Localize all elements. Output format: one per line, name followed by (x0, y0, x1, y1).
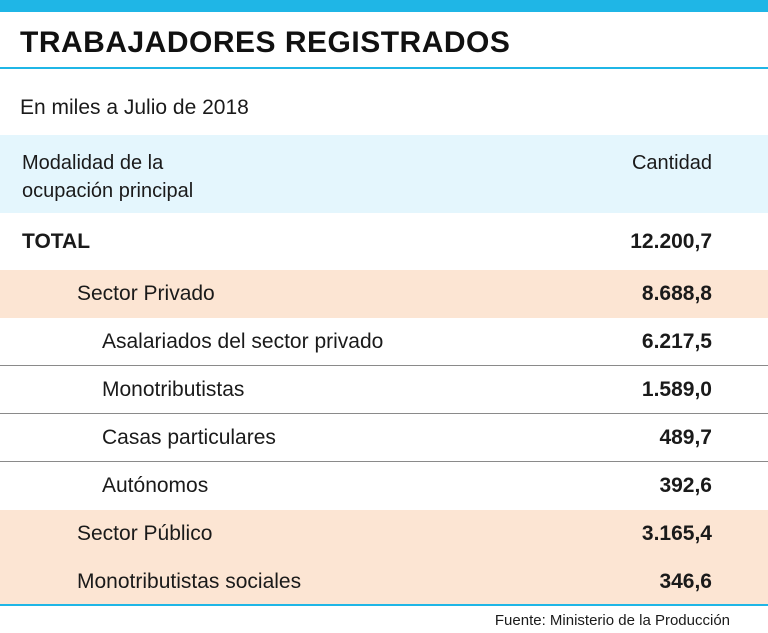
column-header-label-line2: ocupación principal (22, 180, 194, 202)
table-row-monotributistas: Monotributistas 1.589,0 (0, 366, 768, 414)
table-row-autonomos: Autónomos 392,6 (0, 462, 768, 510)
row-label: TOTAL (22, 229, 91, 253)
table-row-total: TOTAL 12.200,7 (0, 213, 768, 270)
table-row-sector-publico: Sector Público 3.165,4 (0, 510, 768, 558)
data-table: Modalidad de la ocupación principal Cant… (0, 135, 768, 606)
table-row-monotributistas-sociales: Monotributistas sociales 346,6 (0, 558, 768, 606)
row-label: Casas particulares (102, 426, 276, 449)
table-row-casas-particulares: Casas particulares 489,7 (0, 414, 768, 462)
row-label: Autónomos (102, 474, 209, 497)
row-value: 12.200,7 (630, 229, 712, 253)
row-label: Asalariados del sector privado (102, 330, 384, 353)
table-row-asalariados: Asalariados del sector privado 6.217,5 (0, 318, 768, 366)
row-value: 489,7 (659, 426, 712, 449)
row-value: 346,6 (659, 570, 712, 593)
chart-subtitle: En miles a Julio de 2018 (20, 96, 249, 119)
row-label: Sector Privado (77, 282, 215, 305)
title-divider (0, 67, 768, 69)
table-header: Modalidad de la ocupación principal Cant… (0, 135, 768, 213)
top-accent-bar (0, 0, 768, 12)
row-value: 392,6 (659, 474, 712, 497)
row-label: Monotributistas sociales (77, 570, 302, 593)
bottom-divider (0, 604, 768, 606)
column-header-value: Cantidad (631, 152, 712, 174)
row-label: Sector Público (77, 522, 213, 545)
row-value: 1.589,0 (641, 378, 712, 401)
row-label: Monotributistas (102, 378, 245, 401)
row-value: 8.688,8 (641, 282, 712, 305)
row-value: 6.217,5 (641, 330, 712, 353)
table-row-sector-privado: Sector Privado 8.688,8 (0, 270, 768, 318)
source-note: Fuente: Ministerio de la Producción (494, 612, 730, 629)
row-value: 3.165,4 (641, 522, 712, 545)
column-header-label: Modalidad de la ocupación principal (22, 149, 193, 205)
column-header-label-line1: Modalidad de la (22, 152, 164, 174)
chart-title: TRABAJADORES REGISTRADOS (20, 26, 511, 59)
